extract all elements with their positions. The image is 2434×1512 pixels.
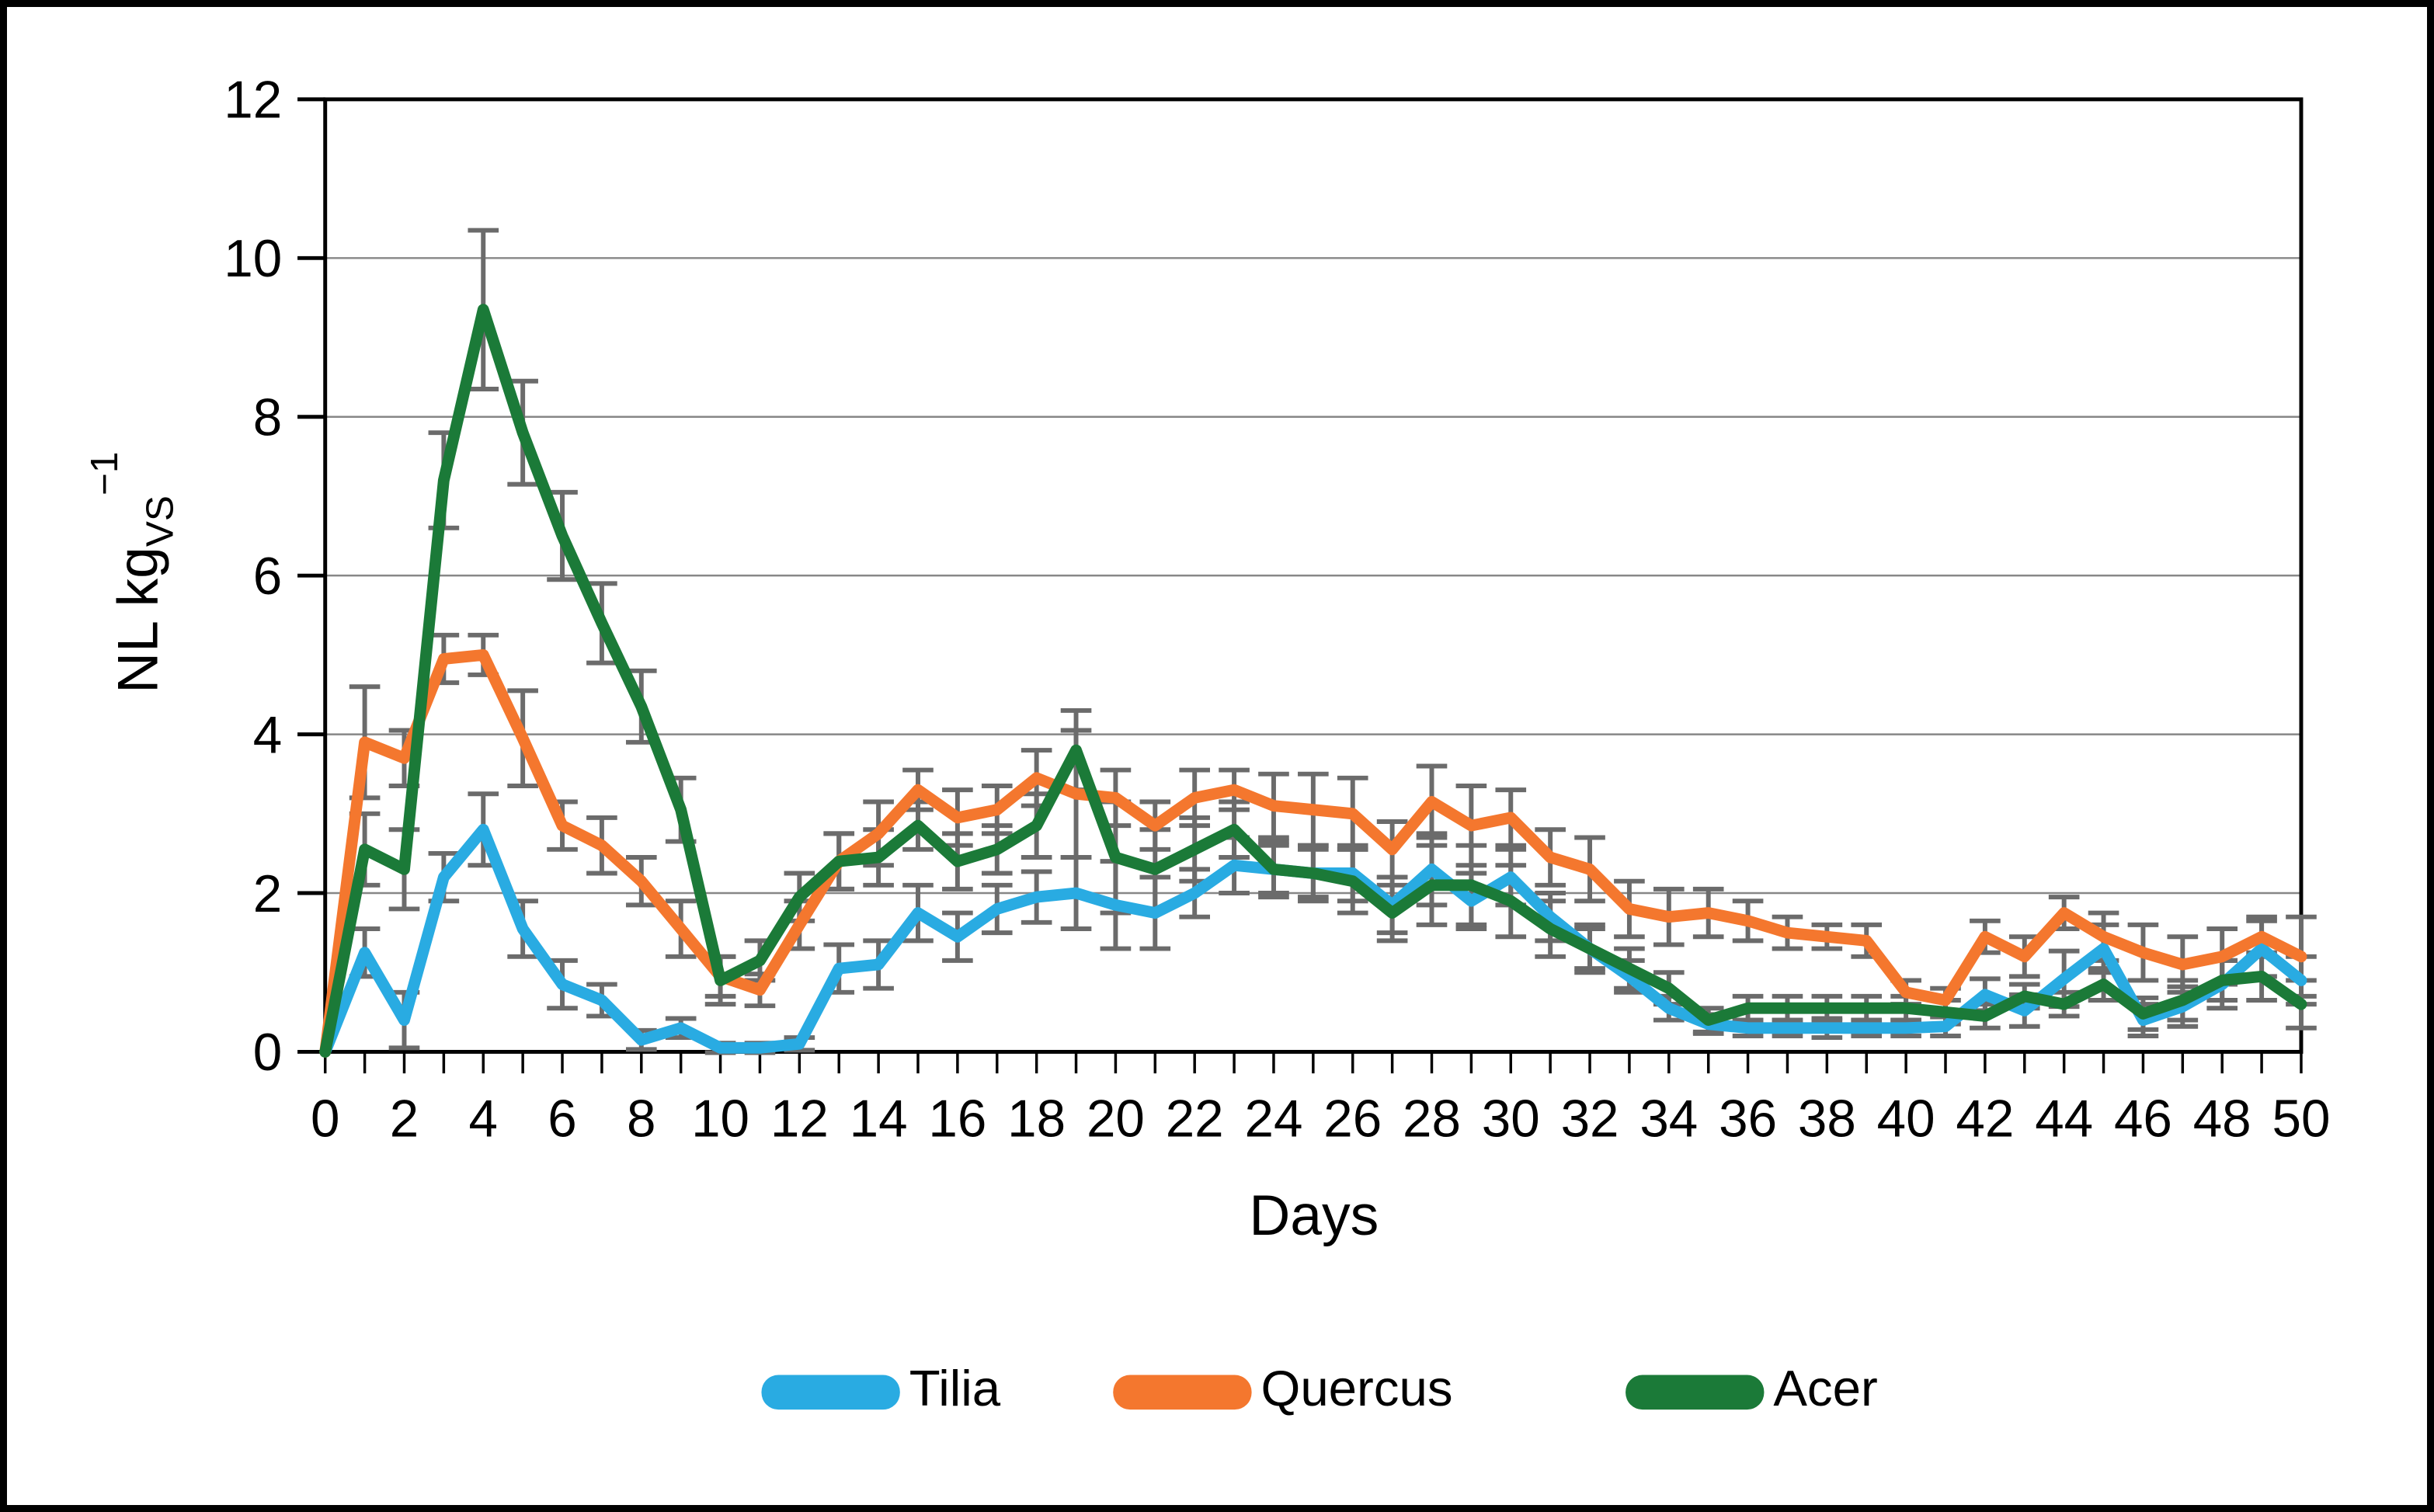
x-tick-label: 36 [1719, 1090, 1777, 1148]
x-tick-label: 22 [1166, 1090, 1224, 1148]
x-tick-label: 24 [1244, 1090, 1302, 1148]
x-axis-label: Days [1249, 1184, 1379, 1247]
legend-label-tilia: Tilia [909, 1360, 1001, 1416]
y-axis-label-prefix: NL kg [106, 547, 170, 693]
x-tick-label: 16 [928, 1090, 986, 1148]
legend-swatch-quercus [1113, 1375, 1252, 1410]
legend-label-acer: Acer [1773, 1360, 1877, 1416]
x-tick-label: 28 [1403, 1090, 1461, 1148]
y-tick-label: 0 [253, 1024, 282, 1082]
x-tick-label: 26 [1323, 1090, 1382, 1148]
y-tick-label: 4 [253, 706, 282, 764]
x-tick-label: 12 [770, 1090, 829, 1148]
x-tick-label: 32 [1561, 1090, 1619, 1148]
series-line-quercus [319, 648, 2307, 1058]
x-tick-label: 50 [2272, 1090, 2331, 1148]
x-tick-label: 30 [1482, 1090, 1540, 1148]
x-tick-label: 14 [850, 1090, 908, 1148]
x-tick-label: 4 [469, 1090, 498, 1148]
x-tick-label: 34 [1639, 1090, 1698, 1148]
x-tick-label: 48 [2193, 1090, 2251, 1148]
y-tick-label: 10 [224, 230, 282, 288]
y-tick-label: 6 [253, 547, 282, 606]
x-tick-label: 46 [2114, 1090, 2172, 1148]
legend-label-quercus: Quercus [1260, 1360, 1452, 1416]
x-tick-label: 10 [691, 1090, 749, 1148]
y-axis-label-subscript: VS [139, 495, 182, 547]
y-axis-label: NL kgVS −1 [83, 452, 181, 693]
series-line-acer [319, 304, 2307, 1058]
x-tick-label: 0 [311, 1090, 339, 1148]
x-tick-label: 38 [1798, 1090, 1856, 1148]
y-axis-label-superscript: −1 [83, 452, 126, 495]
x-tick-label: 44 [2035, 1090, 2093, 1148]
x-tick-label: 2 [390, 1090, 419, 1148]
legend-swatch-tilia [761, 1375, 900, 1410]
x-tick-label: 42 [1956, 1090, 2014, 1148]
x-tick-label: 18 [1007, 1090, 1066, 1148]
x-tick-label: 40 [1877, 1090, 1935, 1148]
y-tick-label: 2 [253, 865, 282, 923]
legend-swatch-acer [1626, 1375, 1765, 1410]
y-tick-label: 12 [224, 71, 282, 130]
x-tick-label: 6 [548, 1090, 576, 1148]
x-tick-label: 8 [627, 1090, 655, 1148]
x-tick-label: 20 [1087, 1090, 1145, 1148]
y-tick-label: 8 [253, 389, 282, 447]
